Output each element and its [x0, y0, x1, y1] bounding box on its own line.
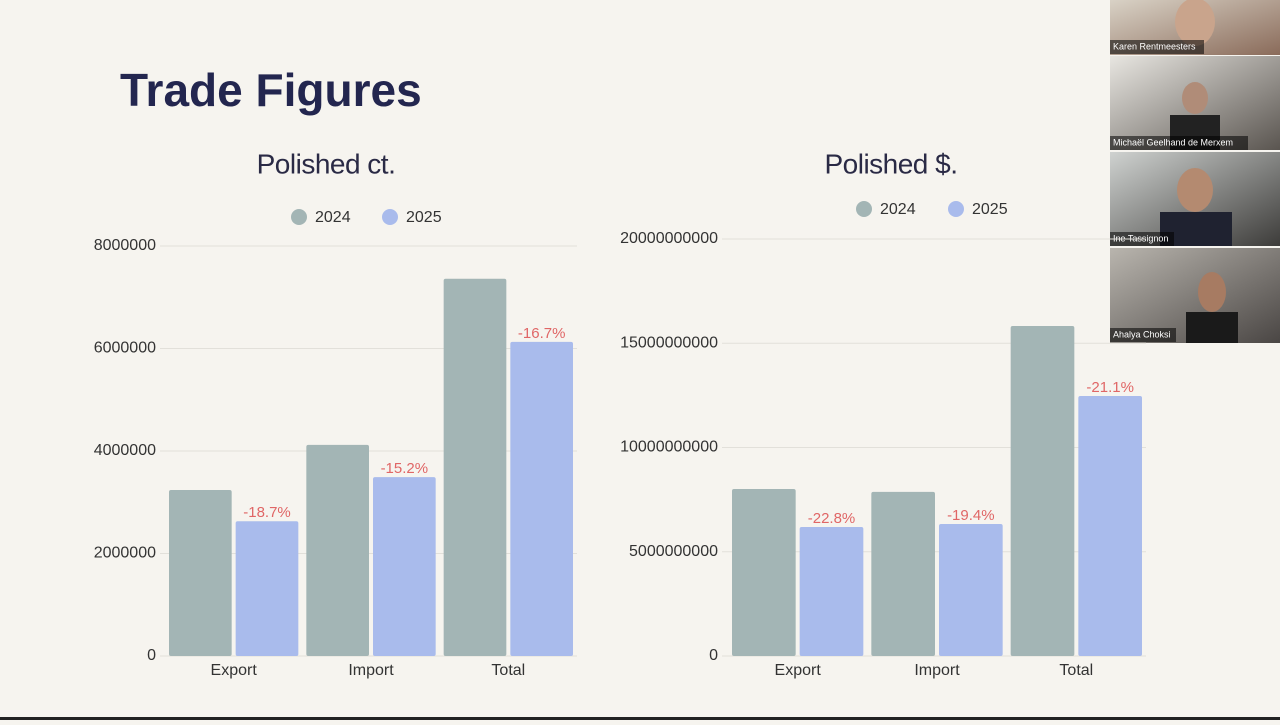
change-label: -18.7% [243, 504, 291, 521]
chart-title: Polished ct. [257, 148, 396, 179]
bar [443, 278, 507, 656]
name-background [1110, 40, 1204, 54]
legend-label: 2024 [315, 209, 351, 226]
bar [1078, 396, 1142, 656]
legend-label: 2024 [880, 201, 916, 218]
name-background [1110, 328, 1176, 342]
bar [939, 524, 1003, 656]
change-label: -21.1% [1086, 379, 1134, 396]
bar [510, 341, 573, 656]
y-tick-label: 8000000 [94, 237, 156, 254]
legend-marker [948, 201, 964, 217]
participant-face [1177, 168, 1213, 212]
x-tick-label: Export [775, 662, 822, 679]
legend-label: 2025 [406, 209, 442, 226]
bar [871, 491, 935, 656]
y-tick-label: 0 [147, 647, 156, 664]
y-tick-label: 6000000 [94, 340, 156, 357]
name-background [1110, 136, 1248, 150]
bar [1010, 325, 1075, 656]
x-tick-label: Import [914, 662, 960, 679]
participant-face [1198, 272, 1226, 312]
participant-name: Michaël Geelhand de Merxem [1113, 137, 1233, 147]
legend-marker [856, 201, 872, 217]
x-tick-label: Export [211, 662, 258, 679]
bar [799, 526, 864, 656]
y-tick-label: 4000000 [94, 442, 156, 459]
y-tick-label: 15000000000 [620, 334, 718, 351]
slide-title: Trade Figures [120, 64, 422, 116]
change-label: -15.2% [381, 460, 429, 477]
participant-name: Ine Tassignon [1113, 233, 1168, 243]
y-tick-label: 20000000000 [620, 230, 718, 247]
x-tick-label: Import [348, 662, 394, 679]
y-tick-label: 2000000 [94, 545, 156, 562]
legend-label: 2025 [972, 201, 1008, 218]
participant-name: Ahalya Choksi [1113, 329, 1171, 339]
x-tick-label: Total [1059, 662, 1093, 679]
bottom-edge [0, 717, 1280, 720]
change-label: -16.7% [518, 325, 566, 342]
bar [732, 488, 796, 656]
legend-marker [382, 209, 398, 225]
participant-face [1175, 0, 1215, 46]
participant-face [1182, 82, 1208, 114]
participant-name: Karen Rentmeesters [1113, 41, 1196, 51]
change-label: -22.8% [808, 510, 856, 527]
change-label: -19.4% [947, 507, 995, 524]
bar [235, 521, 299, 656]
chart-title: Polished $. [824, 148, 957, 179]
legend-marker [291, 209, 307, 225]
y-tick-label: 0 [709, 647, 718, 664]
y-tick-label: 5000000000 [629, 543, 718, 560]
y-tick-label: 10000000000 [620, 439, 718, 456]
video-tiles: Karen Rentmeesters Michaël Geelhand de M… [1110, 0, 1280, 343]
x-tick-label: Total [491, 662, 525, 679]
bar [373, 477, 436, 656]
bar [169, 489, 232, 656]
bar [306, 444, 369, 656]
participant-body [1186, 312, 1238, 343]
